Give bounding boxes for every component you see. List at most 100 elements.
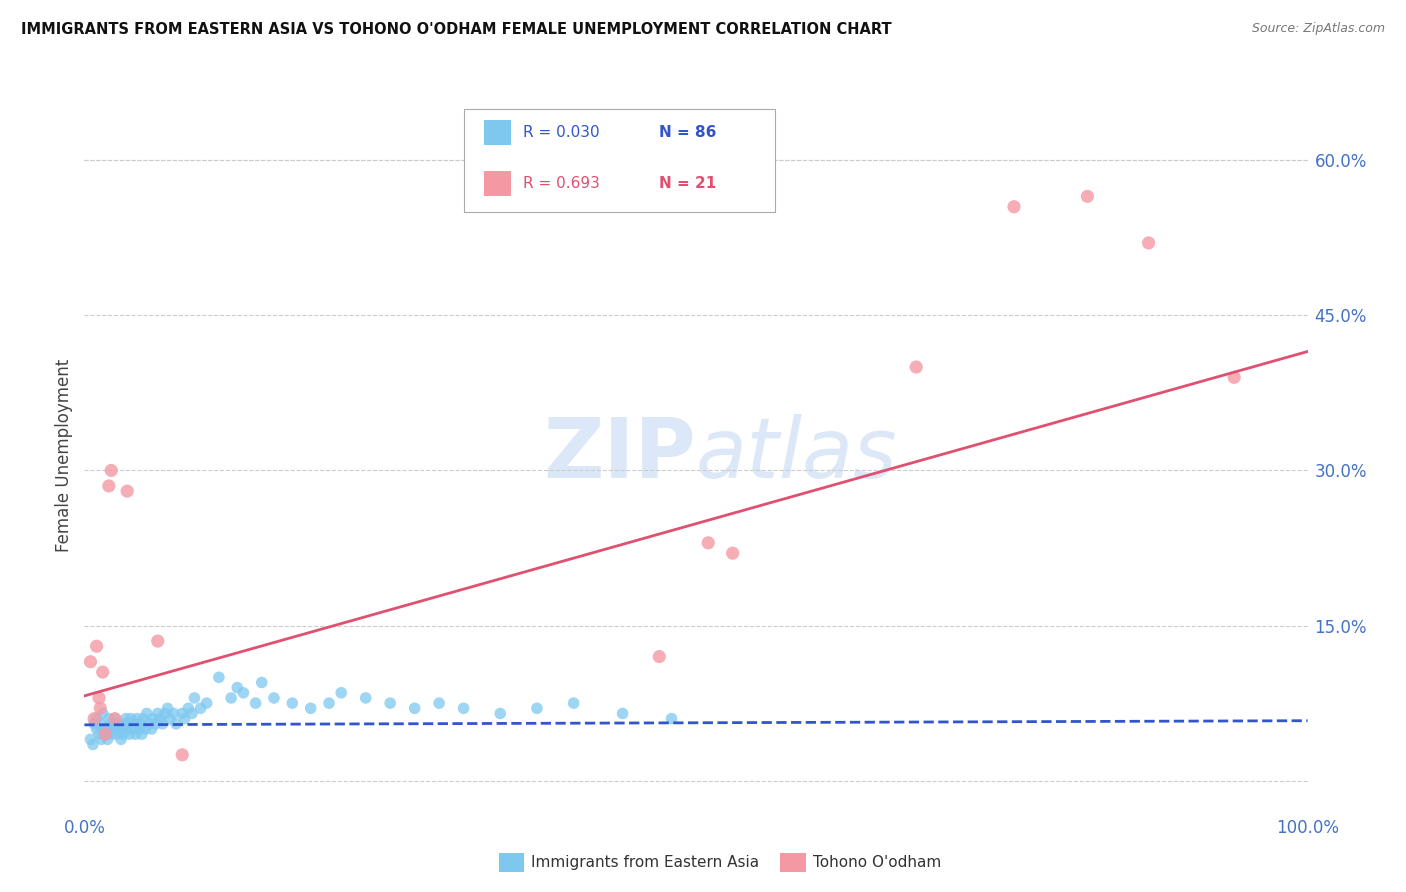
Point xyxy=(90,732,112,747)
Point xyxy=(354,690,377,705)
Y-axis label: Female Unemployment: Female Unemployment xyxy=(55,359,73,551)
Point xyxy=(89,701,111,715)
Point xyxy=(132,712,155,726)
Point xyxy=(1002,200,1025,214)
Point xyxy=(152,716,174,731)
Point xyxy=(165,716,187,731)
Point xyxy=(142,712,165,726)
Point xyxy=(226,681,249,695)
FancyBboxPatch shape xyxy=(464,109,776,212)
Text: ZIP: ZIP xyxy=(544,415,696,495)
Point xyxy=(83,716,105,731)
Bar xyxy=(484,171,512,196)
Point xyxy=(177,701,200,715)
Point xyxy=(135,706,157,721)
Point xyxy=(115,712,138,726)
Point xyxy=(404,701,426,715)
Point xyxy=(181,706,204,721)
Point xyxy=(183,690,205,705)
Text: Immigrants from Eastern Asia: Immigrants from Eastern Asia xyxy=(531,855,759,870)
Point xyxy=(135,722,157,736)
Point xyxy=(87,690,110,705)
Point xyxy=(79,732,101,747)
Point xyxy=(232,686,254,700)
Point xyxy=(91,706,114,721)
Point xyxy=(380,696,402,710)
Point xyxy=(117,716,139,731)
Text: N = 86: N = 86 xyxy=(659,125,717,139)
Point xyxy=(250,675,273,690)
Text: R = 0.030: R = 0.030 xyxy=(523,125,600,139)
Point xyxy=(124,716,146,731)
Text: Tohono O'odham: Tohono O'odham xyxy=(813,855,941,870)
Point xyxy=(94,727,117,741)
Point xyxy=(110,732,132,747)
Point xyxy=(648,649,671,664)
Point xyxy=(107,716,129,731)
Point xyxy=(94,727,117,741)
Point xyxy=(146,706,169,721)
Point xyxy=(1076,189,1098,203)
Point xyxy=(190,701,212,715)
Point xyxy=(138,716,160,731)
Point xyxy=(721,546,744,560)
Point xyxy=(128,722,150,736)
Point xyxy=(97,479,120,493)
Point xyxy=(562,696,585,710)
Point xyxy=(263,690,285,705)
Point xyxy=(105,722,128,736)
Point xyxy=(219,690,242,705)
Point xyxy=(141,722,163,736)
Point xyxy=(1223,370,1246,384)
Point xyxy=(195,696,218,710)
Point xyxy=(612,706,634,721)
Point xyxy=(104,712,127,726)
Point xyxy=(122,722,145,736)
Text: N = 21: N = 21 xyxy=(659,176,717,191)
Point xyxy=(86,639,108,653)
Point xyxy=(453,701,475,715)
Point xyxy=(173,712,195,726)
Point xyxy=(93,722,115,736)
Point xyxy=(105,727,128,741)
Point xyxy=(281,696,304,710)
Point xyxy=(146,634,169,648)
Point xyxy=(143,716,166,731)
Point xyxy=(153,706,176,721)
Point xyxy=(97,727,120,741)
Point xyxy=(79,655,101,669)
Point xyxy=(111,722,134,736)
Point xyxy=(905,359,928,374)
Text: Source: ZipAtlas.com: Source: ZipAtlas.com xyxy=(1251,22,1385,36)
Point xyxy=(100,463,122,477)
Point xyxy=(1137,235,1160,250)
Point xyxy=(86,722,108,736)
Point xyxy=(159,712,181,726)
Point xyxy=(96,722,118,736)
Point xyxy=(89,716,111,731)
Point xyxy=(172,747,194,762)
Point xyxy=(120,712,142,726)
Point xyxy=(97,712,120,726)
Point xyxy=(125,712,148,726)
Point xyxy=(87,727,110,741)
Point xyxy=(245,696,267,710)
Point xyxy=(156,701,179,715)
Point xyxy=(318,696,340,710)
Point xyxy=(118,727,141,741)
Point xyxy=(129,716,152,731)
Point xyxy=(661,712,683,726)
Point xyxy=(82,738,104,752)
Point xyxy=(115,484,138,499)
Bar xyxy=(484,120,512,145)
Point xyxy=(83,712,105,726)
Point xyxy=(163,706,186,721)
Point xyxy=(427,696,450,710)
Text: atlas: atlas xyxy=(696,415,897,495)
Text: R = 0.693: R = 0.693 xyxy=(523,176,600,191)
Point xyxy=(98,716,121,731)
Point xyxy=(149,712,172,726)
Point xyxy=(104,712,127,726)
Point xyxy=(103,716,125,731)
Point xyxy=(131,727,153,741)
